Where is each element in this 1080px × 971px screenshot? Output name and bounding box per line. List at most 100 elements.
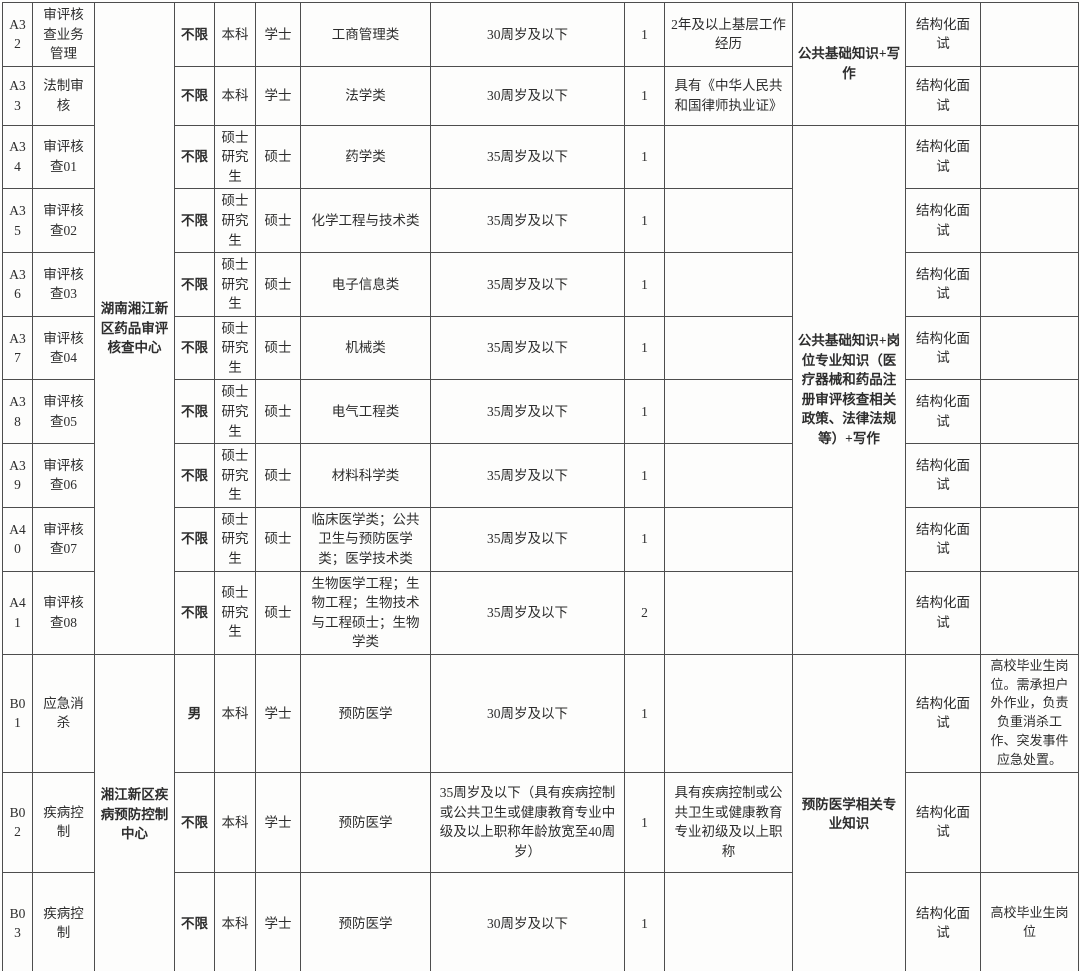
cell-post-code: A36: [2, 252, 33, 317]
cell-interview-mode: 结构化面试: [905, 506, 981, 572]
cell-other-requirement: [664, 570, 793, 655]
cell-education: 本科: [214, 2, 256, 67]
cell-degree: 硕士: [255, 124, 301, 190]
table-row: A35 审评核查02 不限 硕士研究生 硕士 化学工程与技术类 35周岁及以下 …: [2, 188, 1079, 254]
cell-post-name: 审评核查08: [32, 570, 95, 655]
cell-degree: 硕士: [255, 252, 301, 317]
cell-interview-mode: 结构化面试: [905, 188, 981, 254]
cell-post-code: A38: [2, 379, 33, 445]
cell-other-requirement: [664, 188, 793, 254]
table-row: A38 审评核查05 不限 硕士研究生 硕士 电气工程类 35周岁及以下 1 结…: [2, 379, 1079, 445]
cell-education: 本科: [214, 65, 256, 126]
cell-major: 工商管理类: [300, 2, 431, 67]
cell-other-requirement: 具有疾病控制或公共卫生或健康教育专业初级及以上职称: [664, 771, 793, 873]
cell-degree: 硕士: [255, 506, 301, 572]
cell-gender: 不限: [174, 570, 215, 655]
cell-interview-mode: 结构化面试: [905, 771, 981, 873]
cell-other-requirement: 具有《中华人民共和国律师执业证》: [664, 65, 793, 126]
cell-education: 硕士研究生: [214, 252, 256, 317]
cell-other-requirement: [664, 506, 793, 572]
cell-headcount: 1: [624, 2, 665, 67]
cell-note: [980, 379, 1079, 445]
cell-gender: 不限: [174, 506, 215, 572]
cell-degree: 学士: [255, 871, 301, 971]
cell-other-requirement: [664, 315, 793, 381]
cell-post-code: A32: [2, 2, 33, 67]
cell-major: 材料科学类: [300, 443, 431, 508]
cell-post-name: 法制审核: [32, 65, 95, 126]
cell-note: [980, 252, 1079, 317]
cell-major: 预防医学: [300, 771, 431, 873]
cell-other-requirement: [664, 252, 793, 317]
cell-degree: 硕士: [255, 315, 301, 381]
cell-interview-mode: 结构化面试: [905, 315, 981, 381]
cell-gender: 不限: [174, 188, 215, 254]
cell-gender: 不限: [174, 2, 215, 67]
cell-headcount: 1: [624, 653, 665, 773]
cell-degree: 学士: [255, 653, 301, 773]
cell-post-name: 疾病控制: [32, 771, 95, 873]
cell-headcount: 1: [624, 65, 665, 126]
cell-note: [980, 771, 1079, 873]
cell-age: 35周岁及以下: [430, 443, 625, 508]
cell-interview-mode: 结构化面试: [905, 379, 981, 445]
cell-other-requirement: [664, 124, 793, 190]
cell-education: 硕士研究生: [214, 315, 256, 381]
cell-headcount: 1: [624, 506, 665, 572]
cell-post-name: 审评核查02: [32, 188, 95, 254]
cell-headcount: 1: [624, 379, 665, 445]
table-row: A33 法制审核 不限 本科 学士 法学类 30周岁及以下 1 具有《中华人民共…: [2, 65, 1079, 126]
cell-post-code: A39: [2, 443, 33, 508]
table-row: B01 应急消杀 湘江新区疾病预防控制中心 男 本科 学士 预防医学 30周岁及…: [2, 653, 1079, 971]
cell-organization: 湖南湘江新区药品审评核查中心: [94, 2, 175, 655]
cell-headcount: 1: [624, 252, 665, 317]
cell-major: 临床医学类；公共卫生与预防医学类；医学技术类: [300, 506, 431, 572]
cell-age: 35周岁及以下: [430, 379, 625, 445]
cell-note: [980, 188, 1079, 254]
cell-exam-subject: 预防医学相关专业知识: [792, 653, 906, 971]
table-row: A34 审评核查01 不限 硕士研究生 硕士 药学类 35周岁及以下 1 公共基…: [2, 124, 1079, 655]
cell-interview-mode: 结构化面试: [905, 2, 981, 67]
cell-degree: 硕士: [255, 570, 301, 655]
cell-major: 化学工程与技术类: [300, 188, 431, 254]
cell-major: 药学类: [300, 124, 431, 190]
cell-post-name: 审评核查06: [32, 443, 95, 508]
cell-education: 硕士研究生: [214, 443, 256, 508]
cell-education: 硕士研究生: [214, 124, 256, 190]
cell-headcount: 1: [624, 124, 665, 190]
cell-gender: 不限: [174, 771, 215, 873]
cell-major: 法学类: [300, 65, 431, 126]
cell-note: [980, 2, 1079, 67]
cell-degree: 硕士: [255, 188, 301, 254]
table-row: A40 审评核查07 不限 硕士研究生 硕士 临床医学类；公共卫生与预防医学类；…: [2, 506, 1079, 572]
cell-note: 高校毕业生岗位。需承担户外作业，负责负重消杀工作、突发事件应急处置。: [980, 653, 1079, 773]
cell-post-name: 审评核查01: [32, 124, 95, 190]
cell-post-code: A41: [2, 570, 33, 655]
cell-other-requirement: [664, 379, 793, 445]
cell-age: 35周岁及以下: [430, 188, 625, 254]
cell-post-code: A34: [2, 124, 33, 190]
table-row: A41 审评核查08 不限 硕士研究生 硕士 生物医学工程；生物工程；生物技术与…: [2, 570, 1079, 655]
cell-note: [980, 570, 1079, 655]
cell-education: 硕士研究生: [214, 379, 256, 445]
cell-interview-mode: 结构化面试: [905, 653, 981, 773]
cell-exam-subject: 公共基础知识+岗位专业知识（医疗器械和药品注册审评核查相关政策、法律法规等）+写…: [792, 124, 906, 655]
cell-note: 高校毕业生岗位: [980, 871, 1079, 971]
cell-gender: 不限: [174, 124, 215, 190]
cell-degree: 学士: [255, 65, 301, 126]
cell-exam-subject: 公共基础知识+写作: [792, 2, 906, 126]
cell-age: 35周岁及以下: [430, 315, 625, 381]
cell-headcount: 1: [624, 315, 665, 381]
cell-major: 电子信息类: [300, 252, 431, 317]
cell-interview-mode: 结构化面试: [905, 570, 981, 655]
cell-note: [980, 506, 1079, 572]
cell-post-code: B02: [2, 771, 33, 873]
cell-post-name: 应急消杀: [32, 653, 95, 773]
cell-note: [980, 124, 1079, 190]
cell-degree: 硕士: [255, 443, 301, 508]
cell-gender: 不限: [174, 871, 215, 971]
cell-post-name: 审评核查07: [32, 506, 95, 572]
cell-education: 硕士研究生: [214, 188, 256, 254]
cell-gender: 男: [174, 653, 215, 773]
cell-gender: 不限: [174, 315, 215, 381]
